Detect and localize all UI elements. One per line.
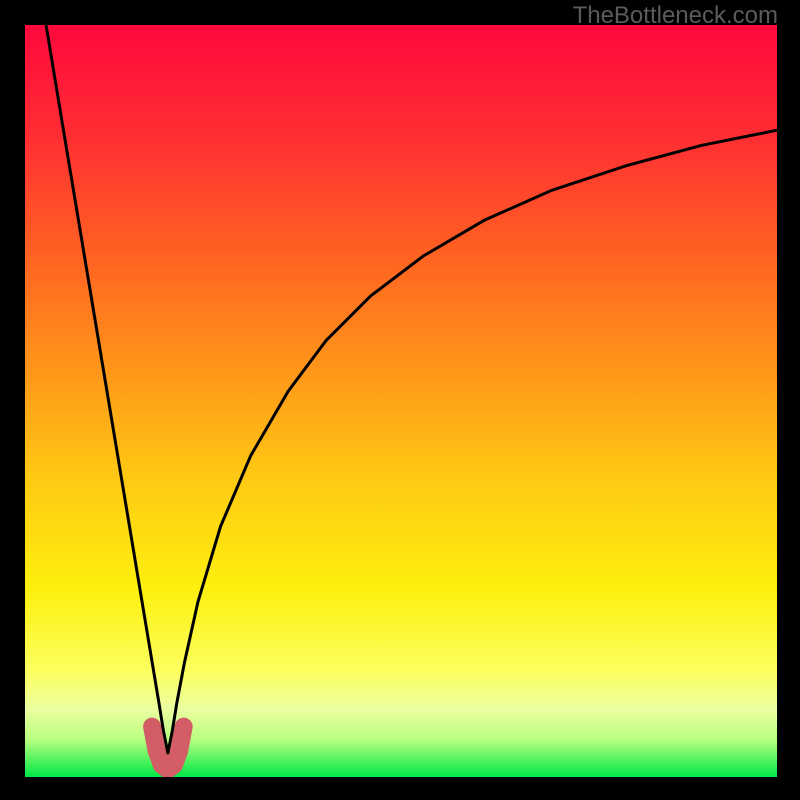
watermark-text: TheBottleneck.com [573, 2, 778, 30]
chart-canvas: TheBottleneck.com [0, 0, 800, 800]
gradient-background [25, 25, 777, 777]
plot-panel [25, 25, 777, 777]
